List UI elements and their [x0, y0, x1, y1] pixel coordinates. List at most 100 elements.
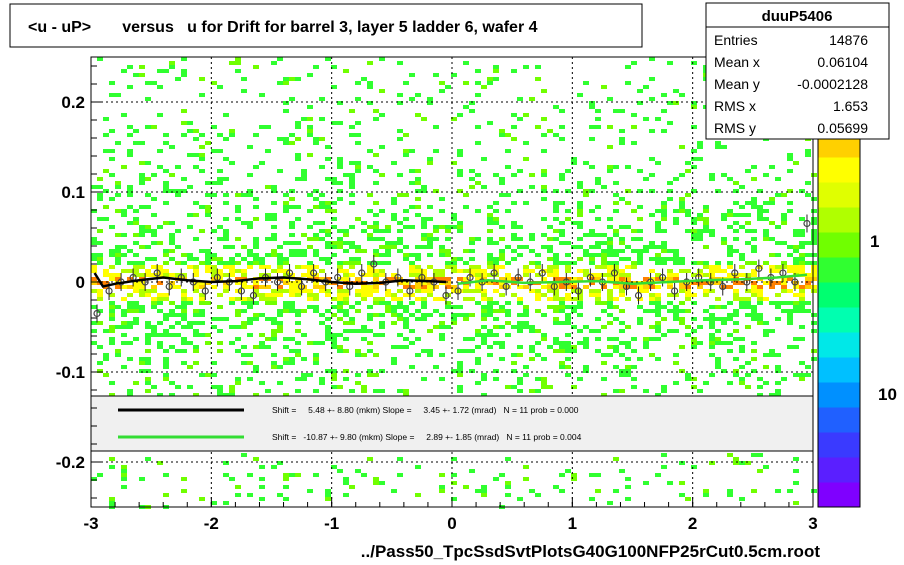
heatmap-cell: [103, 189, 109, 193]
heatmap-cell: [637, 317, 643, 321]
heatmap-cell: [571, 261, 577, 265]
heatmap-cell: [613, 193, 619, 197]
heatmap-cell: [481, 341, 487, 345]
heatmap-cell: [391, 293, 397, 297]
heatmap-cell: [481, 293, 487, 297]
heatmap-cell: [331, 313, 337, 317]
heatmap-cell: [469, 177, 475, 181]
heatmap-cell: [769, 265, 775, 269]
heatmap-cell: [163, 221, 169, 225]
heatmap-cell: [361, 297, 367, 301]
heatmap-cell: [325, 277, 331, 281]
heatmap-cell: [379, 301, 385, 305]
heatmap-cell: [499, 193, 505, 197]
profile-point: [165, 282, 173, 291]
heatmap-cell: [643, 285, 649, 289]
heatmap-cell: [553, 257, 559, 261]
heatmap-cell: [181, 305, 187, 309]
heatmap-cell: [571, 297, 577, 301]
heatmap-cell: [763, 201, 769, 205]
heatmap-cell: [355, 257, 361, 261]
heatmap-cell: [673, 309, 679, 313]
heatmap-cell: [475, 141, 481, 145]
heatmap-cell: [385, 241, 391, 245]
heatmap-cell: [475, 265, 481, 269]
heatmap-cell: [565, 321, 571, 325]
heatmap-cell: [697, 237, 703, 241]
heatmap-cell: [331, 345, 337, 349]
heatmap-cell: [271, 217, 277, 221]
heatmap-cell: [211, 229, 217, 233]
heatmap-cell: [655, 117, 661, 121]
heatmap-cell: [445, 261, 451, 265]
heatmap-cell: [595, 233, 601, 237]
heatmap-cell: [295, 265, 301, 269]
heatmap-cell: [709, 345, 715, 349]
heatmap-cell: [433, 269, 439, 273]
heatmap-cell: [217, 317, 223, 321]
heatmap-cell: [673, 253, 679, 257]
heatmap-cell: [457, 373, 463, 377]
heatmap-cell: [763, 237, 769, 241]
profile-point: [755, 264, 763, 273]
heatmap-cell: [271, 301, 277, 305]
heatmap-cell: [397, 281, 403, 285]
heatmap-cell: [241, 273, 247, 277]
heatmap-cell: [289, 253, 295, 257]
heatmap-cell: [181, 133, 187, 137]
heatmap-cell: [703, 309, 709, 313]
heatmap-cell: [331, 465, 337, 469]
heatmap-cell: [493, 69, 499, 73]
heatmap-cell: [637, 357, 643, 361]
heatmap-cell: [247, 221, 253, 225]
heatmap-cell: [325, 177, 331, 181]
heatmap-cell: [391, 305, 397, 309]
heatmap-cell: [241, 345, 247, 349]
heatmap-cell: [529, 289, 535, 293]
heatmap-cell: [667, 197, 673, 201]
heatmap-cell: [727, 381, 733, 385]
profile-point: [334, 273, 342, 282]
heatmap-cell: [589, 277, 595, 281]
heatmap-cell: [559, 221, 565, 225]
heatmap-cell: [127, 341, 133, 345]
heatmap-cell: [391, 161, 397, 165]
heatmap-cell: [577, 341, 583, 345]
heatmap-cell: [325, 493, 331, 497]
heatmap-cell: [181, 325, 187, 329]
heatmap-cell: [661, 317, 667, 321]
heatmap-cell: [787, 317, 793, 321]
heatmap-cell: [121, 477, 127, 481]
heatmap-cell: [577, 237, 583, 241]
heatmap-cell: [601, 85, 607, 89]
heatmap-cell: [673, 273, 679, 277]
heatmap-cell: [649, 157, 655, 161]
heatmap-cell: [709, 353, 715, 357]
palette-cell: [818, 257, 860, 283]
heatmap-cell: [301, 265, 307, 269]
heatmap-cell: [199, 153, 205, 157]
heatmap-cell: [589, 473, 595, 477]
heatmap-cell: [559, 173, 565, 177]
heatmap-cell: [373, 389, 379, 393]
profile-point: [213, 273, 221, 282]
heatmap-cell: [607, 289, 613, 293]
heatmap-cell: [499, 285, 505, 289]
heatmap-cell: [589, 233, 595, 237]
heatmap-cell: [697, 325, 703, 329]
heatmap-cell: [109, 317, 115, 321]
heatmap-cell: [631, 337, 637, 341]
heatmap-cell: [751, 285, 757, 289]
heatmap-cell: [427, 285, 433, 289]
heatmap-cell: [649, 285, 655, 289]
heatmap-cell: [295, 353, 301, 357]
heatmap-cell: [349, 133, 355, 137]
heatmap-cell: [247, 249, 253, 253]
heatmap-cell: [799, 261, 805, 265]
heatmap-cell: [565, 253, 571, 257]
heatmap-cell: [91, 289, 97, 293]
heatmap-cell: [655, 301, 661, 305]
heatmap-cell: [193, 213, 199, 217]
heatmap-cell: [565, 209, 571, 213]
heatmap-cell: [367, 237, 373, 241]
